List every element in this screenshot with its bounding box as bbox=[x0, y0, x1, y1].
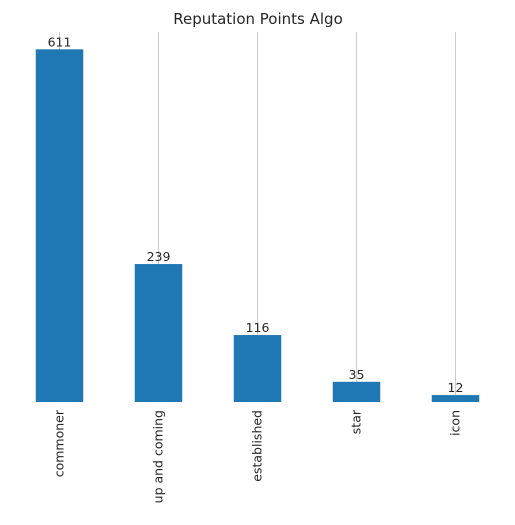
bar-layer bbox=[35, 49, 480, 403]
data-label-commoner: 611 bbox=[48, 34, 72, 49]
bar-icon bbox=[431, 395, 480, 402]
x-tick-label-star: star bbox=[349, 409, 364, 434]
x-tick-label-icon: icon bbox=[448, 410, 463, 436]
data-label-layer: 611 239 116 35 12 bbox=[48, 34, 464, 395]
x-tick-label-established: established bbox=[250, 410, 265, 482]
bar-commoner bbox=[35, 49, 84, 403]
bar-star bbox=[332, 381, 381, 402]
chart-title: Reputation Points Algo bbox=[173, 10, 343, 28]
bar-established bbox=[233, 335, 282, 402]
data-label-star: 35 bbox=[349, 367, 365, 382]
data-label-icon: 12 bbox=[448, 380, 464, 395]
data-label-up-and-coming: 239 bbox=[147, 249, 171, 264]
x-tick-label-commoner: commoner bbox=[52, 409, 67, 477]
data-label-established: 116 bbox=[246, 320, 270, 335]
x-tick-label-up-and-coming: up and coming bbox=[151, 410, 166, 503]
bar-up-and-coming bbox=[134, 264, 183, 402]
x-tick-label-layer: commoner up and coming established star icon bbox=[52, 409, 463, 503]
